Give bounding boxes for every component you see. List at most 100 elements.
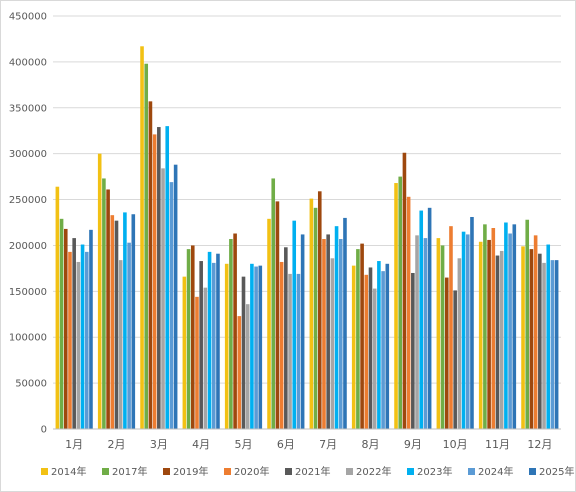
bar: [521, 246, 525, 429]
bar: [224, 263, 229, 429]
legend-label: 2024年: [478, 465, 513, 478]
bar: [364, 274, 369, 429]
bar: [449, 226, 453, 429]
x-tick-label: 6月: [277, 438, 295, 451]
bar: [356, 249, 360, 429]
bar: [68, 251, 72, 429]
bar: [55, 186, 60, 429]
bar: [254, 266, 258, 429]
bar: [326, 234, 330, 429]
legend-item: 2017年: [102, 465, 147, 478]
bar: [300, 234, 305, 429]
bar: [127, 242, 131, 429]
bar: [427, 207, 432, 429]
bar: [241, 276, 246, 429]
y-tick-label: 100000: [9, 333, 47, 344]
x-tick-label: 9月: [404, 438, 422, 451]
legend-item: 2025年: [529, 465, 574, 478]
legend-swatch: [224, 468, 231, 475]
bar: [309, 198, 314, 429]
bar: [114, 220, 119, 429]
bar: [157, 127, 161, 430]
legend-swatch: [529, 468, 536, 475]
bar: [533, 235, 538, 429]
bar: [296, 273, 301, 429]
bar: [161, 168, 165, 429]
bar: [322, 239, 326, 429]
bar: [470, 216, 474, 429]
legend: 2014年 2017年 2019年 2020年 2021年 2022年 2023年 2024年…: [41, 465, 574, 478]
legend-item: 2022年: [346, 465, 391, 478]
legend-label: 2023年: [417, 465, 452, 478]
y-tick-label: 50000: [15, 379, 47, 390]
x-tick-label: 1月: [65, 438, 83, 451]
bar: [207, 251, 212, 429]
bar: [385, 263, 390, 429]
x-tick-label: 8月: [362, 438, 380, 451]
bar: [118, 260, 123, 429]
x-tick-label: 4月: [192, 438, 210, 451]
bar: [250, 263, 254, 429]
legend-item: 2024年: [468, 465, 513, 478]
bar: [313, 207, 318, 429]
bar: [144, 63, 149, 429]
bar: [440, 245, 445, 429]
bar: [508, 233, 512, 429]
gridlines: [53, 15, 561, 384]
bar: [330, 258, 335, 429]
bar: [402, 152, 407, 429]
bar: [131, 214, 136, 429]
bar: [63, 228, 68, 429]
bar: [419, 210, 424, 429]
bar: [343, 217, 347, 429]
y-tick-label: 450000: [9, 12, 47, 23]
bar: [195, 296, 199, 429]
bar: [554, 260, 559, 429]
bar: [102, 178, 106, 429]
y-tick-label: 300000: [9, 149, 47, 160]
legend-item: 2014年: [41, 465, 86, 478]
y-tick-label: 150000: [9, 287, 47, 298]
bar: [80, 244, 85, 429]
legend-swatch: [285, 468, 292, 475]
bar: [233, 233, 237, 429]
bar: [317, 191, 322, 429]
bar: [97, 153, 102, 430]
bar: [288, 273, 292, 429]
bar: [106, 189, 110, 429]
bar: [504, 222, 508, 429]
bar: [461, 231, 466, 429]
bar: [436, 238, 441, 429]
legend-item: 2020年: [224, 465, 269, 478]
legend-item: 2019年: [163, 465, 208, 478]
x-tick-label: 11月: [485, 438, 510, 451]
bar: [84, 251, 89, 429]
legend-label: 2014年: [51, 465, 86, 478]
bar: [546, 244, 551, 429]
bar: [284, 247, 288, 429]
legend-swatch: [407, 468, 414, 475]
bar: [512, 224, 517, 429]
x-tick-label: 5月: [235, 438, 253, 451]
bar: [465, 234, 470, 429]
bar: [453, 290, 457, 429]
legend-label: 2021年: [295, 465, 330, 478]
legend-label: 2022年: [356, 465, 391, 478]
legend-item: 2021年: [285, 465, 330, 478]
bar: [423, 238, 428, 429]
bar: [478, 241, 483, 429]
bar: [237, 316, 242, 429]
bar: [351, 265, 356, 429]
y-axis-ticks: 0 50000 100000 150000 200000 250000 300000 3500…: [9, 12, 47, 436]
bar: [542, 262, 546, 429]
bar: [406, 196, 411, 429]
x-tick-label: 7月: [319, 438, 337, 451]
legend-swatch: [41, 468, 48, 475]
bar: [258, 265, 263, 429]
bar: [59, 218, 64, 429]
legend-item: 2023年: [407, 465, 452, 478]
bar: [140, 46, 144, 429]
bar: [377, 261, 381, 429]
